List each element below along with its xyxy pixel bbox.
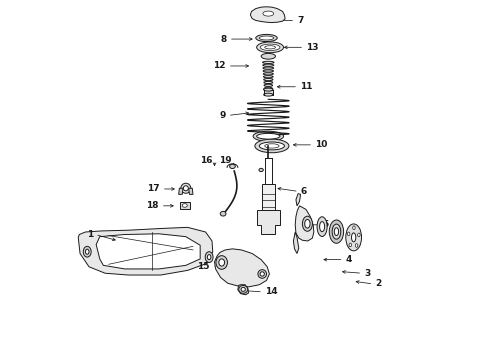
Ellipse shape bbox=[347, 232, 350, 236]
Ellipse shape bbox=[264, 76, 273, 78]
Ellipse shape bbox=[265, 144, 279, 148]
Ellipse shape bbox=[264, 88, 273, 91]
Ellipse shape bbox=[263, 70, 273, 72]
Polygon shape bbox=[215, 249, 270, 287]
Bar bbox=[180, 202, 190, 209]
Text: 9: 9 bbox=[219, 111, 225, 120]
Ellipse shape bbox=[264, 78, 273, 81]
Text: 8: 8 bbox=[220, 35, 227, 44]
Ellipse shape bbox=[358, 233, 360, 237]
Ellipse shape bbox=[334, 228, 339, 235]
Ellipse shape bbox=[260, 272, 265, 276]
Ellipse shape bbox=[256, 35, 277, 41]
Ellipse shape bbox=[239, 285, 247, 293]
Ellipse shape bbox=[216, 256, 227, 269]
Text: 14: 14 bbox=[265, 287, 278, 296]
Text: 12: 12 bbox=[213, 62, 225, 71]
Text: 5: 5 bbox=[322, 220, 329, 229]
Text: 13: 13 bbox=[306, 43, 319, 52]
Bar bbox=[262, 184, 275, 211]
Ellipse shape bbox=[207, 255, 211, 260]
Ellipse shape bbox=[264, 87, 273, 91]
Polygon shape bbox=[296, 194, 300, 206]
Polygon shape bbox=[238, 285, 248, 295]
Text: 4: 4 bbox=[346, 255, 352, 264]
Ellipse shape bbox=[259, 168, 263, 172]
Ellipse shape bbox=[219, 259, 224, 266]
Ellipse shape bbox=[259, 36, 274, 40]
Ellipse shape bbox=[329, 220, 343, 243]
Ellipse shape bbox=[258, 270, 267, 278]
Text: 1: 1 bbox=[87, 230, 93, 239]
Ellipse shape bbox=[263, 61, 274, 63]
Text: 2: 2 bbox=[375, 279, 382, 288]
Ellipse shape bbox=[261, 53, 275, 59]
Text: 6: 6 bbox=[301, 187, 307, 196]
Ellipse shape bbox=[205, 252, 213, 262]
Ellipse shape bbox=[332, 224, 341, 239]
Text: 18: 18 bbox=[146, 201, 159, 210]
Ellipse shape bbox=[259, 142, 285, 150]
Ellipse shape bbox=[263, 73, 273, 75]
Ellipse shape bbox=[183, 186, 188, 191]
Ellipse shape bbox=[241, 287, 245, 291]
Text: 3: 3 bbox=[365, 269, 370, 278]
Polygon shape bbox=[257, 211, 280, 234]
Text: 19: 19 bbox=[219, 156, 231, 165]
Ellipse shape bbox=[319, 222, 324, 231]
Ellipse shape bbox=[263, 64, 274, 66]
Text: 17: 17 bbox=[147, 184, 160, 193]
Bar bbox=[264, 90, 273, 95]
Ellipse shape bbox=[230, 164, 235, 168]
Text: 15: 15 bbox=[197, 262, 210, 271]
Ellipse shape bbox=[257, 42, 284, 53]
Ellipse shape bbox=[302, 216, 313, 231]
Polygon shape bbox=[96, 234, 200, 269]
Polygon shape bbox=[78, 227, 213, 275]
Ellipse shape bbox=[263, 11, 274, 16]
Ellipse shape bbox=[253, 131, 284, 141]
Ellipse shape bbox=[305, 220, 310, 228]
Text: 7: 7 bbox=[297, 16, 304, 25]
Ellipse shape bbox=[355, 244, 358, 247]
Polygon shape bbox=[295, 206, 314, 241]
Ellipse shape bbox=[317, 217, 327, 237]
Ellipse shape bbox=[260, 44, 280, 50]
Ellipse shape bbox=[83, 246, 91, 257]
Text: 10: 10 bbox=[315, 140, 328, 149]
Ellipse shape bbox=[349, 243, 351, 247]
Text: 16: 16 bbox=[200, 156, 212, 165]
Ellipse shape bbox=[255, 139, 289, 153]
Polygon shape bbox=[294, 232, 299, 253]
Polygon shape bbox=[189, 188, 193, 194]
Ellipse shape bbox=[263, 67, 274, 69]
Ellipse shape bbox=[264, 84, 272, 86]
Ellipse shape bbox=[351, 233, 356, 242]
Ellipse shape bbox=[181, 183, 191, 193]
Ellipse shape bbox=[264, 93, 273, 96]
Polygon shape bbox=[179, 188, 183, 194]
Ellipse shape bbox=[346, 224, 362, 251]
Ellipse shape bbox=[85, 249, 89, 254]
Polygon shape bbox=[250, 7, 285, 23]
Ellipse shape bbox=[257, 134, 280, 139]
Ellipse shape bbox=[353, 226, 355, 230]
Ellipse shape bbox=[264, 81, 273, 84]
Text: 11: 11 bbox=[300, 82, 313, 91]
Ellipse shape bbox=[220, 211, 226, 216]
Ellipse shape bbox=[182, 204, 187, 207]
Ellipse shape bbox=[265, 46, 275, 49]
